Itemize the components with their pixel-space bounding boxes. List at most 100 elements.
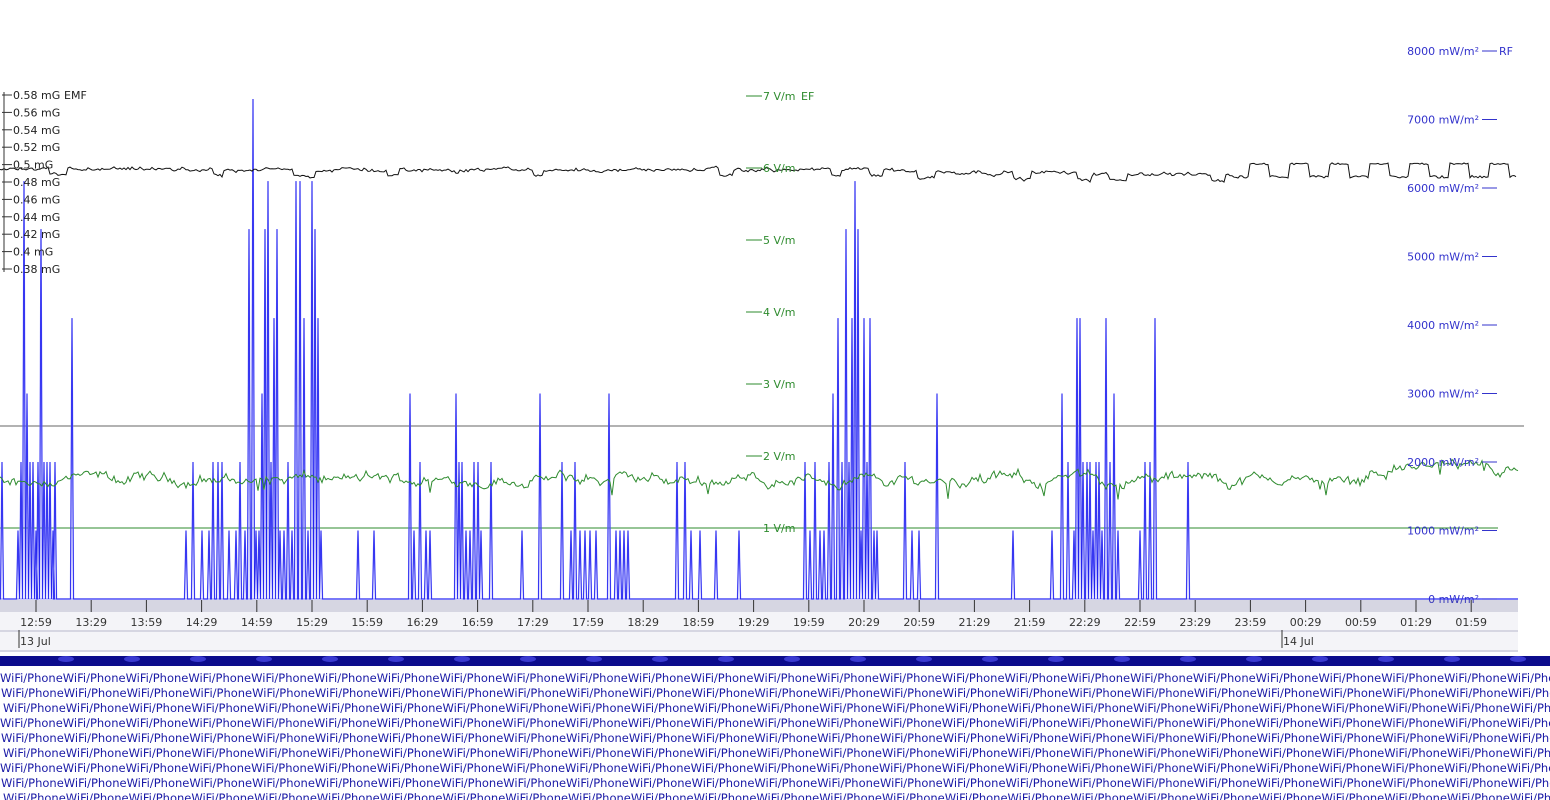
event-marker bbox=[1312, 656, 1328, 662]
rf-tick-label: 5000 mW/m² bbox=[1407, 251, 1479, 264]
emf-series bbox=[0, 162, 1517, 183]
event-marker bbox=[982, 656, 998, 662]
ef-axis: 7 V/m 6 V/m 5 V/m 4 V/m 3 V/m 2 V/m 1 V/m EF bbox=[746, 90, 814, 535]
time-tick-label: 21:59 bbox=[1014, 616, 1046, 629]
time-tick-label: 17:59 bbox=[572, 616, 604, 629]
ef-tick-label: 3 V/m bbox=[763, 378, 795, 391]
event-marker bbox=[1180, 656, 1196, 662]
date-label: 14 Jul bbox=[1283, 635, 1314, 648]
emf-tick-label: 0.58 mG bbox=[13, 89, 60, 102]
time-tick-label: 22:29 bbox=[1069, 616, 1101, 629]
date-label-band bbox=[0, 632, 1518, 650]
time-tick-label: 13:59 bbox=[131, 616, 163, 629]
emf-tick-label: 0.4 mG bbox=[13, 246, 53, 259]
time-tick-label: 00:29 bbox=[1290, 616, 1322, 629]
event-marker bbox=[850, 656, 866, 662]
ef-series bbox=[0, 458, 1519, 500]
event-label-row: WiFi/PhoneWiFi/PhoneWiFi/PhoneWiFi/Phone… bbox=[3, 746, 1550, 760]
event-label-row: WiFi/PhoneWiFi/PhoneWiFi/PhoneWiFi/Phone… bbox=[3, 701, 1550, 715]
event-marker bbox=[916, 656, 932, 662]
time-tick-label: 23:59 bbox=[1235, 616, 1267, 629]
time-label-band bbox=[0, 612, 1518, 630]
emf-tick-label: 0.52 mG bbox=[13, 141, 60, 154]
emf-tick-label: 0.38 mG bbox=[13, 263, 60, 276]
event-bar bbox=[0, 656, 1550, 666]
time-tick-label: 18:29 bbox=[627, 616, 659, 629]
event-label-row: WiFi/PhoneWiFi/PhoneWiFi/PhoneWiFi/Phone… bbox=[1, 686, 1550, 700]
time-tick-label: 00:59 bbox=[1345, 616, 1377, 629]
time-tick-label: 22:59 bbox=[1124, 616, 1156, 629]
time-tick-label: 16:29 bbox=[407, 616, 439, 629]
reference-lines bbox=[0, 425, 1524, 529]
time-tick-label: 20:29 bbox=[848, 616, 880, 629]
emf-tick-label: 0.56 mG bbox=[13, 106, 60, 119]
event-marker bbox=[1048, 656, 1064, 662]
emf-tick-label: 0.46 mG bbox=[13, 193, 60, 206]
emf-axis: 0.58 mG 0.56 mG 0.54 mG 0.52 mG 0.5 mG 0.48 m… bbox=[2, 89, 87, 276]
emf-axis-name: EMF bbox=[64, 89, 87, 102]
time-tick-label: 19:59 bbox=[793, 616, 825, 629]
event-label-row: WiFi/PhoneWiFi/PhoneWiFi/PhoneWiFi/Phone… bbox=[1, 776, 1550, 790]
ef-axis-name: EF bbox=[801, 90, 814, 103]
event-label-row: WiFi/PhoneWiFi/PhoneWiFi/PhoneWiFi/Phone… bbox=[3, 791, 1550, 800]
emf-tick-label: 0.48 mG bbox=[13, 176, 60, 189]
date-label: 13 Jul bbox=[20, 635, 51, 648]
ef-tick-label: 7 V/m bbox=[763, 90, 795, 103]
event-marker bbox=[454, 656, 470, 662]
time-tick-label: 13:29 bbox=[75, 616, 107, 629]
rf-tick-label: 6000 mW/m² bbox=[1407, 182, 1479, 195]
ef-line bbox=[0, 458, 1519, 500]
event-label-strip: WiFi/PhoneWiFi/PhoneWiFi/PhoneWiFi/Phone… bbox=[0, 670, 1550, 800]
rf-tick-label: 1000 mW/m² bbox=[1407, 525, 1479, 538]
ef-tick-label: 4 V/m bbox=[763, 306, 795, 319]
rf-tick-label: 4000 mW/m² bbox=[1407, 319, 1479, 332]
time-tick-label: 14:29 bbox=[186, 616, 218, 629]
time-tick-label: 15:29 bbox=[296, 616, 328, 629]
ef-tick-label: 6 V/m bbox=[763, 162, 795, 175]
event-label-row: WiFi/PhoneWiFi/PhoneWiFi/PhoneWiFi/Phone… bbox=[0, 671, 1550, 685]
rf-tick-label: 8000 mW/m² bbox=[1407, 45, 1479, 58]
event-marker bbox=[1114, 656, 1130, 662]
rf-line-core bbox=[0, 98, 1518, 600]
event-marker bbox=[784, 656, 800, 662]
event-band bbox=[0, 656, 1550, 666]
ef-tick-label: 2 V/m bbox=[763, 450, 795, 463]
event-marker bbox=[1444, 656, 1460, 662]
time-tick-label: 18:59 bbox=[683, 616, 715, 629]
event-marker bbox=[58, 656, 74, 662]
ef-tick-label: 5 V/m bbox=[763, 234, 795, 247]
event-marker bbox=[520, 656, 536, 662]
rf-tick-label: 3000 mW/m² bbox=[1407, 388, 1479, 401]
event-marker bbox=[1246, 656, 1262, 662]
time-tick-label: 01:59 bbox=[1455, 616, 1487, 629]
rf-line bbox=[0, 98, 1518, 600]
emf-tick-label: 0.54 mG bbox=[13, 124, 60, 137]
time-tick-label: 20:59 bbox=[903, 616, 935, 629]
time-tick-label: 21:29 bbox=[959, 616, 991, 629]
time-tick-label: 15:59 bbox=[351, 616, 383, 629]
rf-series bbox=[0, 98, 1518, 600]
event-label-row: WiFi/PhoneWiFi/PhoneWiFi/PhoneWiFi/Phone… bbox=[1, 731, 1550, 745]
event-marker bbox=[322, 656, 338, 662]
emf-tick-label: 0.44 mG bbox=[13, 211, 60, 224]
time-tick-label: 12:59 bbox=[20, 616, 52, 629]
time-tick-label: 23:29 bbox=[1179, 616, 1211, 629]
event-marker bbox=[1510, 656, 1526, 662]
event-marker bbox=[1378, 656, 1394, 662]
emf-line bbox=[0, 162, 1517, 183]
event-label-row: WiFi/PhoneWiFi/PhoneWiFi/PhoneWiFi/Phone… bbox=[0, 761, 1550, 775]
emf-tick-label: 0.5 mG bbox=[13, 159, 53, 172]
event-marker bbox=[718, 656, 734, 662]
time-tick-label: 14:59 bbox=[241, 616, 273, 629]
rf-tick-label: 7000 mW/m² bbox=[1407, 114, 1479, 127]
ef-tick-label: 1 V/m bbox=[763, 522, 795, 535]
time-tick-label: 16:59 bbox=[462, 616, 494, 629]
time-axis: 12:59 13:29 13:59 14:29 14:59 15:29 15:59 16:29… bbox=[0, 598, 1518, 652]
event-marker bbox=[652, 656, 668, 662]
event-marker bbox=[256, 656, 272, 662]
event-marker bbox=[586, 656, 602, 662]
rf-axis: 8000 mW/m² 7000 mW/m² 6000 mW/m² 5000 mW/m²… bbox=[1407, 45, 1513, 606]
time-tick-label: 17:29 bbox=[517, 616, 549, 629]
event-marker bbox=[124, 656, 140, 662]
